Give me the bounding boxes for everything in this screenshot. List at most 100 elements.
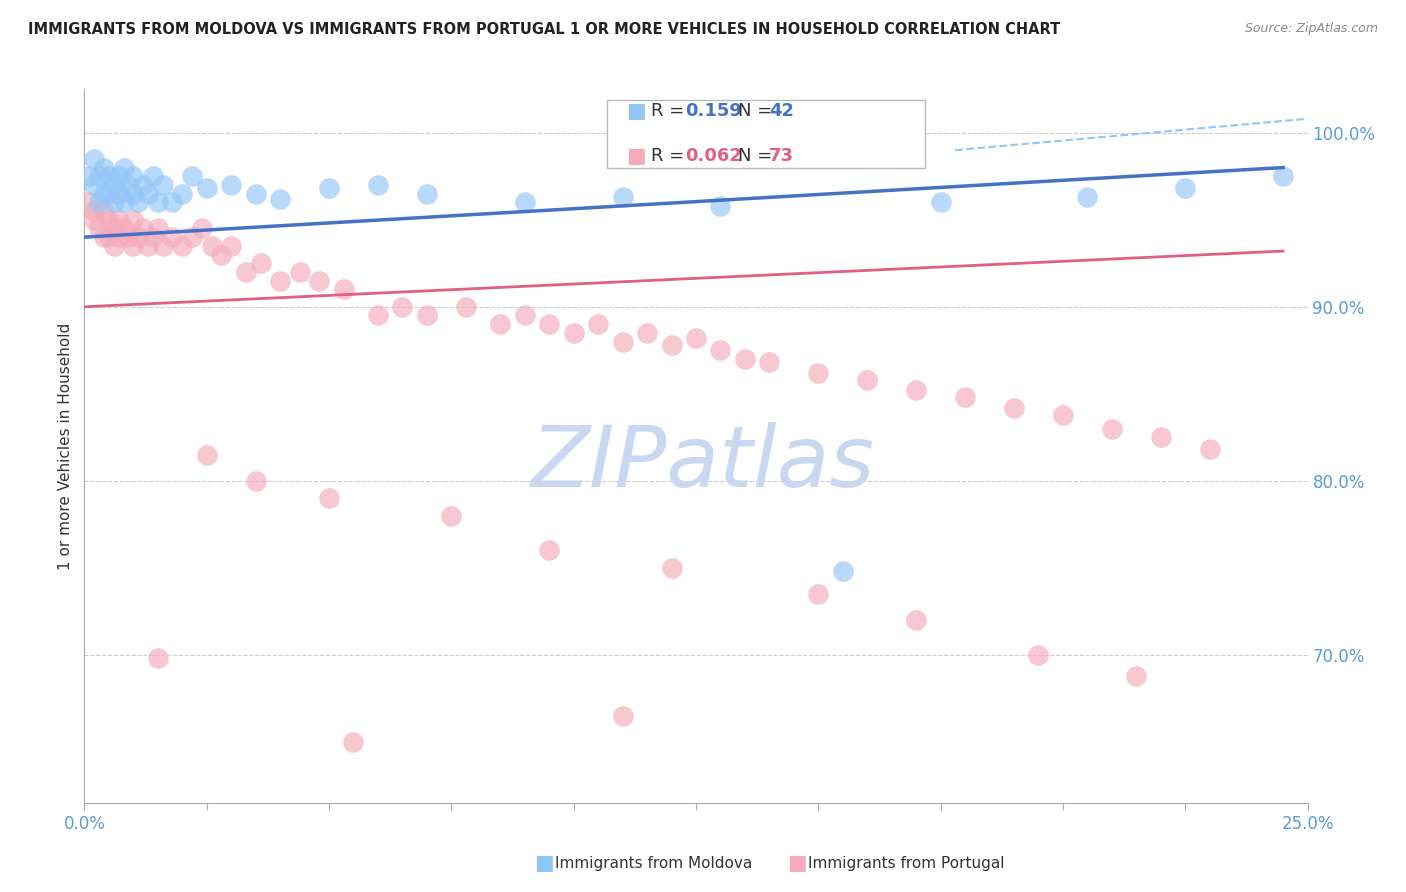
- Point: [162, 195, 184, 210]
- Point: [1125, 669, 1147, 683]
- Point: [1076, 190, 1098, 204]
- Point: [132, 178, 155, 192]
- Point: [219, 239, 242, 253]
- Point: [146, 651, 169, 665]
- Text: ■: ■: [787, 854, 807, 873]
- Point: [538, 317, 561, 331]
- Point: [612, 708, 634, 723]
- Point: [1002, 401, 1025, 415]
- Point: [191, 221, 214, 235]
- Point: [127, 230, 149, 244]
- Point: [636, 326, 658, 340]
- Point: [1028, 648, 1050, 662]
- Point: [103, 239, 125, 253]
- Point: [661, 561, 683, 575]
- Point: [1150, 430, 1173, 444]
- Point: [538, 543, 561, 558]
- Point: [97, 186, 120, 201]
- Point: [195, 181, 218, 195]
- Text: ■: ■: [534, 854, 554, 873]
- Point: [77, 195, 100, 210]
- Text: Immigrants from Portugal: Immigrants from Portugal: [808, 856, 1005, 871]
- Point: [107, 230, 129, 244]
- Text: 73: 73: [769, 147, 794, 165]
- Point: [200, 239, 222, 253]
- Point: [93, 230, 115, 244]
- Point: [758, 355, 780, 369]
- Point: [127, 195, 149, 210]
- Point: [97, 230, 120, 244]
- Point: [181, 230, 204, 244]
- Point: [586, 317, 609, 331]
- Point: [112, 161, 135, 175]
- Point: [1052, 408, 1074, 422]
- Point: [367, 309, 389, 323]
- Point: [122, 239, 145, 253]
- Point: [132, 221, 155, 235]
- Point: [97, 212, 120, 227]
- Point: [235, 265, 257, 279]
- Point: [929, 195, 952, 210]
- Point: [332, 282, 354, 296]
- Point: [103, 195, 125, 210]
- Point: [107, 212, 129, 227]
- Point: [87, 221, 110, 235]
- Point: [87, 195, 110, 210]
- Point: [288, 265, 311, 279]
- Text: R =: R =: [651, 147, 690, 165]
- Point: [734, 351, 756, 366]
- Point: [1174, 181, 1197, 195]
- Point: [905, 613, 928, 627]
- Point: [416, 186, 439, 201]
- Text: 0.159: 0.159: [685, 103, 741, 120]
- Point: [318, 491, 340, 506]
- Point: [489, 317, 512, 331]
- Point: [83, 204, 105, 219]
- Point: [152, 239, 174, 253]
- Point: [77, 169, 100, 184]
- Point: [245, 474, 267, 488]
- Point: [612, 334, 634, 349]
- Point: [856, 373, 879, 387]
- Point: [269, 274, 291, 288]
- Point: [454, 300, 477, 314]
- Text: Source: ZipAtlas.com: Source: ZipAtlas.com: [1244, 22, 1378, 36]
- Text: N =: N =: [738, 103, 778, 120]
- Point: [83, 152, 105, 166]
- Point: [122, 186, 145, 201]
- Point: [513, 195, 536, 210]
- Point: [162, 230, 184, 244]
- Point: [146, 195, 169, 210]
- Point: [87, 169, 110, 184]
- Point: [83, 178, 105, 192]
- Point: [1198, 442, 1220, 457]
- Point: [391, 300, 413, 314]
- Point: [107, 186, 129, 201]
- Point: [93, 204, 115, 219]
- Point: [416, 309, 439, 323]
- Point: [142, 169, 165, 184]
- Point: [513, 309, 536, 323]
- Text: ■: ■: [626, 102, 645, 121]
- Point: [107, 169, 129, 184]
- Point: [709, 343, 731, 358]
- Point: [83, 212, 105, 227]
- Text: R =: R =: [651, 103, 690, 120]
- Point: [367, 178, 389, 192]
- Point: [103, 178, 125, 192]
- Point: [117, 230, 139, 244]
- Point: [807, 366, 830, 380]
- Point: [195, 448, 218, 462]
- Point: [103, 221, 125, 235]
- Text: N =: N =: [738, 147, 778, 165]
- Point: [97, 169, 120, 184]
- Point: [953, 390, 976, 404]
- Point: [93, 161, 115, 175]
- Point: [440, 508, 463, 523]
- Point: [152, 178, 174, 192]
- Point: [146, 221, 169, 235]
- Point: [308, 274, 330, 288]
- Point: [1101, 421, 1123, 435]
- Point: [249, 256, 271, 270]
- Text: Immigrants from Moldova: Immigrants from Moldova: [555, 856, 752, 871]
